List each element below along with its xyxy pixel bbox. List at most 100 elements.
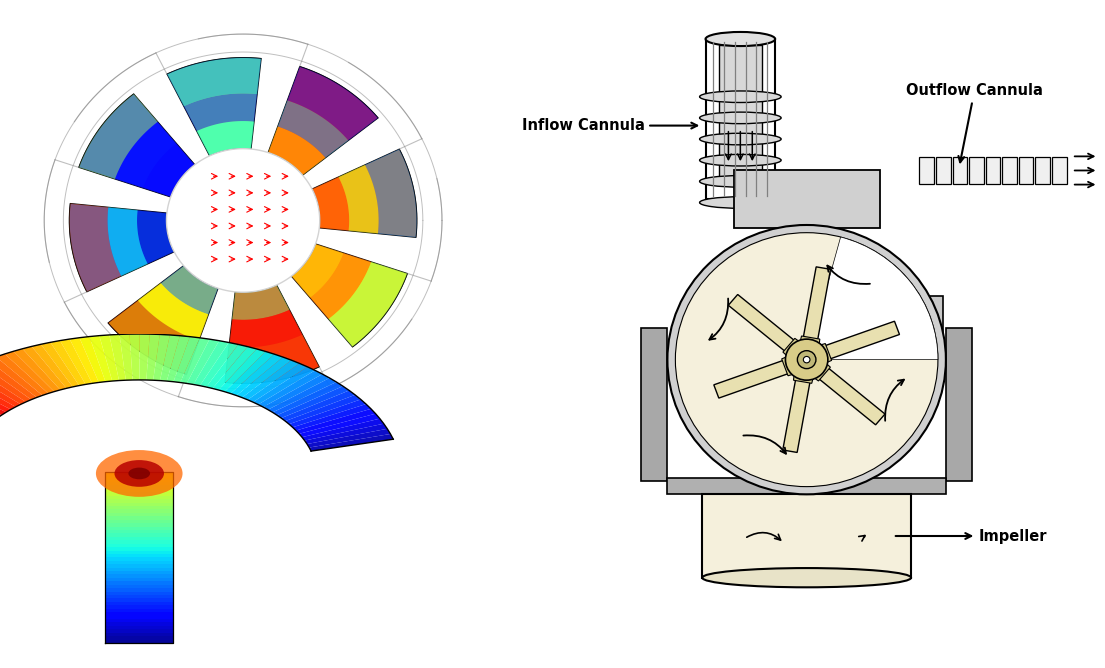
Polygon shape bbox=[146, 334, 160, 380]
Polygon shape bbox=[105, 609, 173, 612]
Polygon shape bbox=[236, 357, 292, 397]
Polygon shape bbox=[183, 94, 257, 131]
Polygon shape bbox=[105, 510, 173, 513]
Polygon shape bbox=[180, 338, 210, 383]
Polygon shape bbox=[287, 66, 378, 140]
Wedge shape bbox=[807, 237, 938, 359]
Polygon shape bbox=[160, 266, 218, 315]
Polygon shape bbox=[105, 571, 173, 574]
Polygon shape bbox=[269, 126, 326, 175]
Polygon shape bbox=[105, 523, 173, 526]
Polygon shape bbox=[307, 429, 390, 448]
Polygon shape bbox=[714, 355, 804, 398]
Ellipse shape bbox=[705, 32, 775, 46]
Polygon shape bbox=[105, 547, 173, 550]
Polygon shape bbox=[70, 204, 122, 292]
Polygon shape bbox=[99, 335, 119, 381]
Polygon shape bbox=[299, 413, 380, 437]
Polygon shape bbox=[248, 363, 307, 402]
Polygon shape bbox=[277, 386, 349, 418]
Polygon shape bbox=[105, 633, 173, 636]
Circle shape bbox=[803, 357, 810, 363]
Polygon shape bbox=[926, 295, 943, 341]
Polygon shape bbox=[105, 516, 173, 520]
Polygon shape bbox=[231, 354, 283, 395]
Polygon shape bbox=[105, 595, 173, 599]
Polygon shape bbox=[253, 367, 315, 405]
Circle shape bbox=[667, 225, 946, 494]
Polygon shape bbox=[734, 170, 880, 228]
Polygon shape bbox=[105, 584, 173, 589]
Polygon shape bbox=[292, 244, 408, 347]
Polygon shape bbox=[105, 619, 173, 623]
Polygon shape bbox=[105, 506, 173, 510]
Polygon shape bbox=[105, 472, 173, 475]
Polygon shape bbox=[105, 492, 173, 496]
Polygon shape bbox=[173, 337, 200, 383]
Polygon shape bbox=[309, 434, 393, 451]
Polygon shape bbox=[167, 336, 190, 381]
Polygon shape bbox=[129, 334, 139, 380]
Polygon shape bbox=[105, 639, 173, 643]
Polygon shape bbox=[105, 489, 173, 492]
Polygon shape bbox=[105, 564, 173, 568]
Polygon shape bbox=[105, 475, 173, 478]
Polygon shape bbox=[109, 335, 126, 381]
Polygon shape bbox=[232, 285, 290, 320]
Polygon shape bbox=[107, 207, 148, 276]
Polygon shape bbox=[108, 301, 199, 375]
Polygon shape bbox=[115, 122, 177, 188]
Polygon shape bbox=[269, 66, 378, 175]
Polygon shape bbox=[78, 94, 158, 179]
Polygon shape bbox=[70, 204, 175, 292]
Polygon shape bbox=[143, 143, 194, 197]
Polygon shape bbox=[105, 605, 173, 609]
Polygon shape bbox=[269, 378, 336, 412]
Polygon shape bbox=[105, 486, 173, 489]
Polygon shape bbox=[105, 599, 173, 602]
Polygon shape bbox=[105, 499, 173, 502]
Polygon shape bbox=[285, 395, 360, 424]
Polygon shape bbox=[105, 578, 173, 581]
Polygon shape bbox=[105, 561, 173, 564]
Polygon shape bbox=[797, 336, 820, 361]
Polygon shape bbox=[225, 335, 319, 383]
Polygon shape bbox=[105, 629, 173, 633]
Polygon shape bbox=[187, 339, 219, 385]
Polygon shape bbox=[105, 502, 173, 506]
Polygon shape bbox=[13, 349, 61, 391]
Polygon shape bbox=[290, 399, 366, 428]
Polygon shape bbox=[641, 327, 667, 482]
Polygon shape bbox=[0, 357, 42, 397]
Circle shape bbox=[798, 351, 815, 369]
Polygon shape bbox=[160, 335, 180, 381]
Polygon shape bbox=[105, 623, 173, 626]
Polygon shape bbox=[108, 266, 218, 375]
Polygon shape bbox=[197, 121, 254, 156]
Polygon shape bbox=[953, 157, 967, 184]
Polygon shape bbox=[60, 339, 92, 384]
Polygon shape bbox=[703, 494, 911, 578]
Polygon shape bbox=[1035, 157, 1050, 184]
Ellipse shape bbox=[703, 568, 911, 587]
Polygon shape bbox=[312, 177, 349, 231]
Polygon shape bbox=[312, 149, 417, 237]
Polygon shape bbox=[0, 374, 15, 409]
Text: Impeller: Impeller bbox=[896, 528, 1048, 544]
Polygon shape bbox=[105, 478, 173, 482]
Polygon shape bbox=[0, 381, 7, 415]
Polygon shape bbox=[782, 363, 813, 452]
Polygon shape bbox=[969, 157, 983, 184]
Circle shape bbox=[115, 460, 164, 487]
Polygon shape bbox=[338, 165, 379, 234]
Polygon shape bbox=[193, 341, 229, 385]
Polygon shape bbox=[728, 295, 808, 362]
Polygon shape bbox=[167, 149, 319, 292]
Polygon shape bbox=[78, 94, 194, 197]
Polygon shape bbox=[105, 636, 173, 639]
Polygon shape bbox=[105, 544, 173, 547]
Polygon shape bbox=[282, 391, 355, 421]
Polygon shape bbox=[263, 374, 329, 409]
Polygon shape bbox=[1052, 157, 1066, 184]
Polygon shape bbox=[292, 244, 344, 298]
